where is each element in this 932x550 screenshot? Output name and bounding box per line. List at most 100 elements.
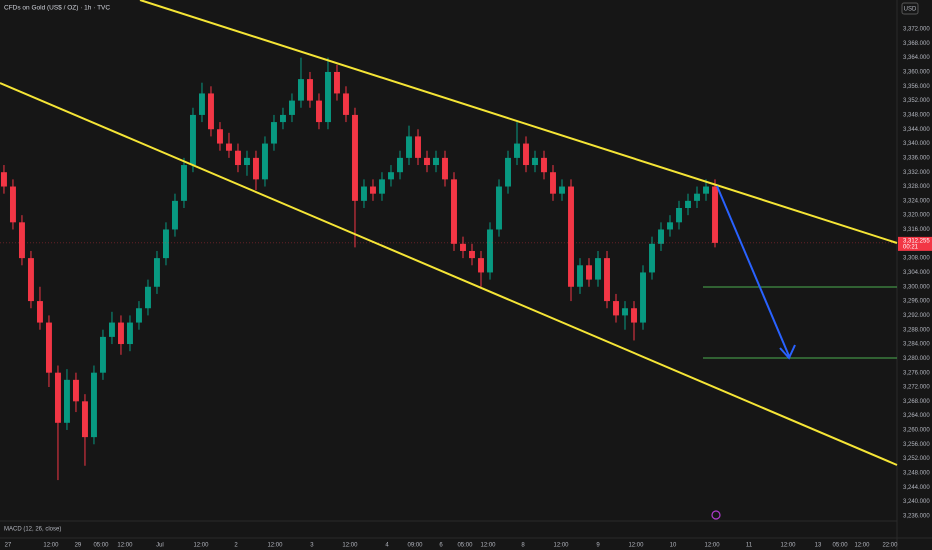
x-tick-label: 8 xyxy=(521,543,525,549)
candle-body xyxy=(63,379,70,423)
candle-body xyxy=(307,79,313,101)
y-tick-label: 3,356.000 xyxy=(903,84,930,90)
candle-body xyxy=(0,172,7,187)
x-tick-label: Jul xyxy=(156,543,164,549)
x-tick-label: 12:00 xyxy=(43,543,59,549)
candle-body xyxy=(226,143,232,151)
candle-body xyxy=(370,186,376,194)
event-icon[interactable] xyxy=(711,510,721,520)
candle-body xyxy=(316,100,322,123)
y-tick-label: 3,288.000 xyxy=(903,327,930,333)
x-tick-label: 4 xyxy=(385,543,389,549)
y-tick-label: 3,364.000 xyxy=(903,55,930,61)
candle-body xyxy=(271,122,277,144)
x-tick-label: 9 xyxy=(596,543,600,549)
candle-body xyxy=(613,301,619,316)
candle-body xyxy=(658,229,664,244)
candle-body xyxy=(45,322,52,373)
x-tick-label: 6 xyxy=(439,543,443,549)
candle-body xyxy=(451,179,457,244)
candle-body xyxy=(9,186,16,223)
trend-line xyxy=(0,82,898,466)
candle-body xyxy=(433,157,439,166)
candle-body xyxy=(343,93,349,115)
candle-body xyxy=(478,258,484,273)
candle-body xyxy=(604,258,610,302)
x-tick-label: 05:00 xyxy=(457,543,473,549)
y-tick-label: 3,348.000 xyxy=(903,112,930,118)
y-tick-label: 3,268.000 xyxy=(903,399,930,405)
last-price-label: 3,312.255 xyxy=(903,238,930,244)
candle-body xyxy=(72,379,79,402)
candle-body xyxy=(163,229,169,259)
y-tick-label: 3,244.000 xyxy=(903,485,930,491)
candle-body xyxy=(406,136,412,158)
y-tick-label: 3,344.000 xyxy=(903,127,930,133)
last-price-box xyxy=(898,236,932,251)
candle-body xyxy=(126,322,133,345)
candle-body xyxy=(577,265,583,287)
candle-body xyxy=(217,129,223,144)
candle-body xyxy=(568,186,574,287)
y-tick-label: 3,252.000 xyxy=(903,456,930,462)
candle-body xyxy=(99,336,106,373)
indicator-label: MACD (12, 26, close) xyxy=(4,527,61,533)
y-tick-label: 3,332.000 xyxy=(903,170,930,176)
candle-body xyxy=(36,301,43,323)
x-tick-label: 29 xyxy=(75,543,82,549)
x-tick-label: 27 xyxy=(5,543,12,549)
y-tick-label: 3,256.000 xyxy=(903,442,930,448)
y-tick-label: 3,284.000 xyxy=(903,342,930,348)
candle-body xyxy=(54,372,61,423)
y-tick-label: 3,304.000 xyxy=(903,270,930,276)
candle-body xyxy=(532,157,538,166)
candle-body xyxy=(550,172,556,194)
currency: USD xyxy=(904,7,917,13)
candle-body xyxy=(685,200,691,208)
candle-body xyxy=(253,157,259,180)
candle-body xyxy=(325,71,331,123)
x-tick-label: 13 xyxy=(815,543,822,549)
candle-body xyxy=(469,250,475,259)
candle-body xyxy=(90,372,97,438)
candle-body xyxy=(18,222,25,259)
y-tick-label: 3,324.000 xyxy=(903,198,930,204)
x-tick-label: 2 xyxy=(234,543,238,549)
x-tick-label: 12:00 xyxy=(193,543,209,549)
candle-body xyxy=(523,143,529,166)
candle-body xyxy=(280,114,286,123)
y-tick-label: 3,352.000 xyxy=(903,98,930,104)
x-tick-label: 12:00 xyxy=(780,543,796,549)
price-axis xyxy=(897,0,932,550)
y-tick-label: 3,272.000 xyxy=(903,385,930,391)
plot xyxy=(0,57,897,481)
y-tick-label: 3,280.000 xyxy=(903,356,930,362)
y-tick-label: 3,316.000 xyxy=(903,227,930,233)
y-tick-label: 3,340.000 xyxy=(903,141,930,147)
countdown: 00:21 xyxy=(903,244,919,250)
candle-body xyxy=(154,258,160,287)
candle-body xyxy=(442,157,448,180)
candle-body xyxy=(694,193,700,201)
x-tick-label: 12:00 xyxy=(854,543,870,549)
candle-body xyxy=(244,157,250,166)
y-tick-label: 3,300.000 xyxy=(903,284,930,290)
candle-body xyxy=(117,322,124,345)
x-tick-label: 22:00 xyxy=(882,543,898,549)
y-tick-label: 3,264.000 xyxy=(903,413,930,419)
candle-body xyxy=(181,165,187,201)
x-tick-label: 11 xyxy=(746,543,753,549)
candle-body xyxy=(108,322,115,337)
candle-body xyxy=(81,401,88,438)
candle-body xyxy=(27,258,34,302)
y-tick-label: 3,236.000 xyxy=(903,513,930,519)
candle-body xyxy=(649,243,655,273)
candle-body xyxy=(496,186,502,230)
y-tick-label: 3,360.000 xyxy=(903,70,930,76)
candle-body xyxy=(199,93,205,115)
candle-body xyxy=(559,186,565,194)
candle-body xyxy=(208,93,214,130)
y-tick-label: 3,296.000 xyxy=(903,299,930,305)
currency-button[interactable] xyxy=(901,2,919,15)
